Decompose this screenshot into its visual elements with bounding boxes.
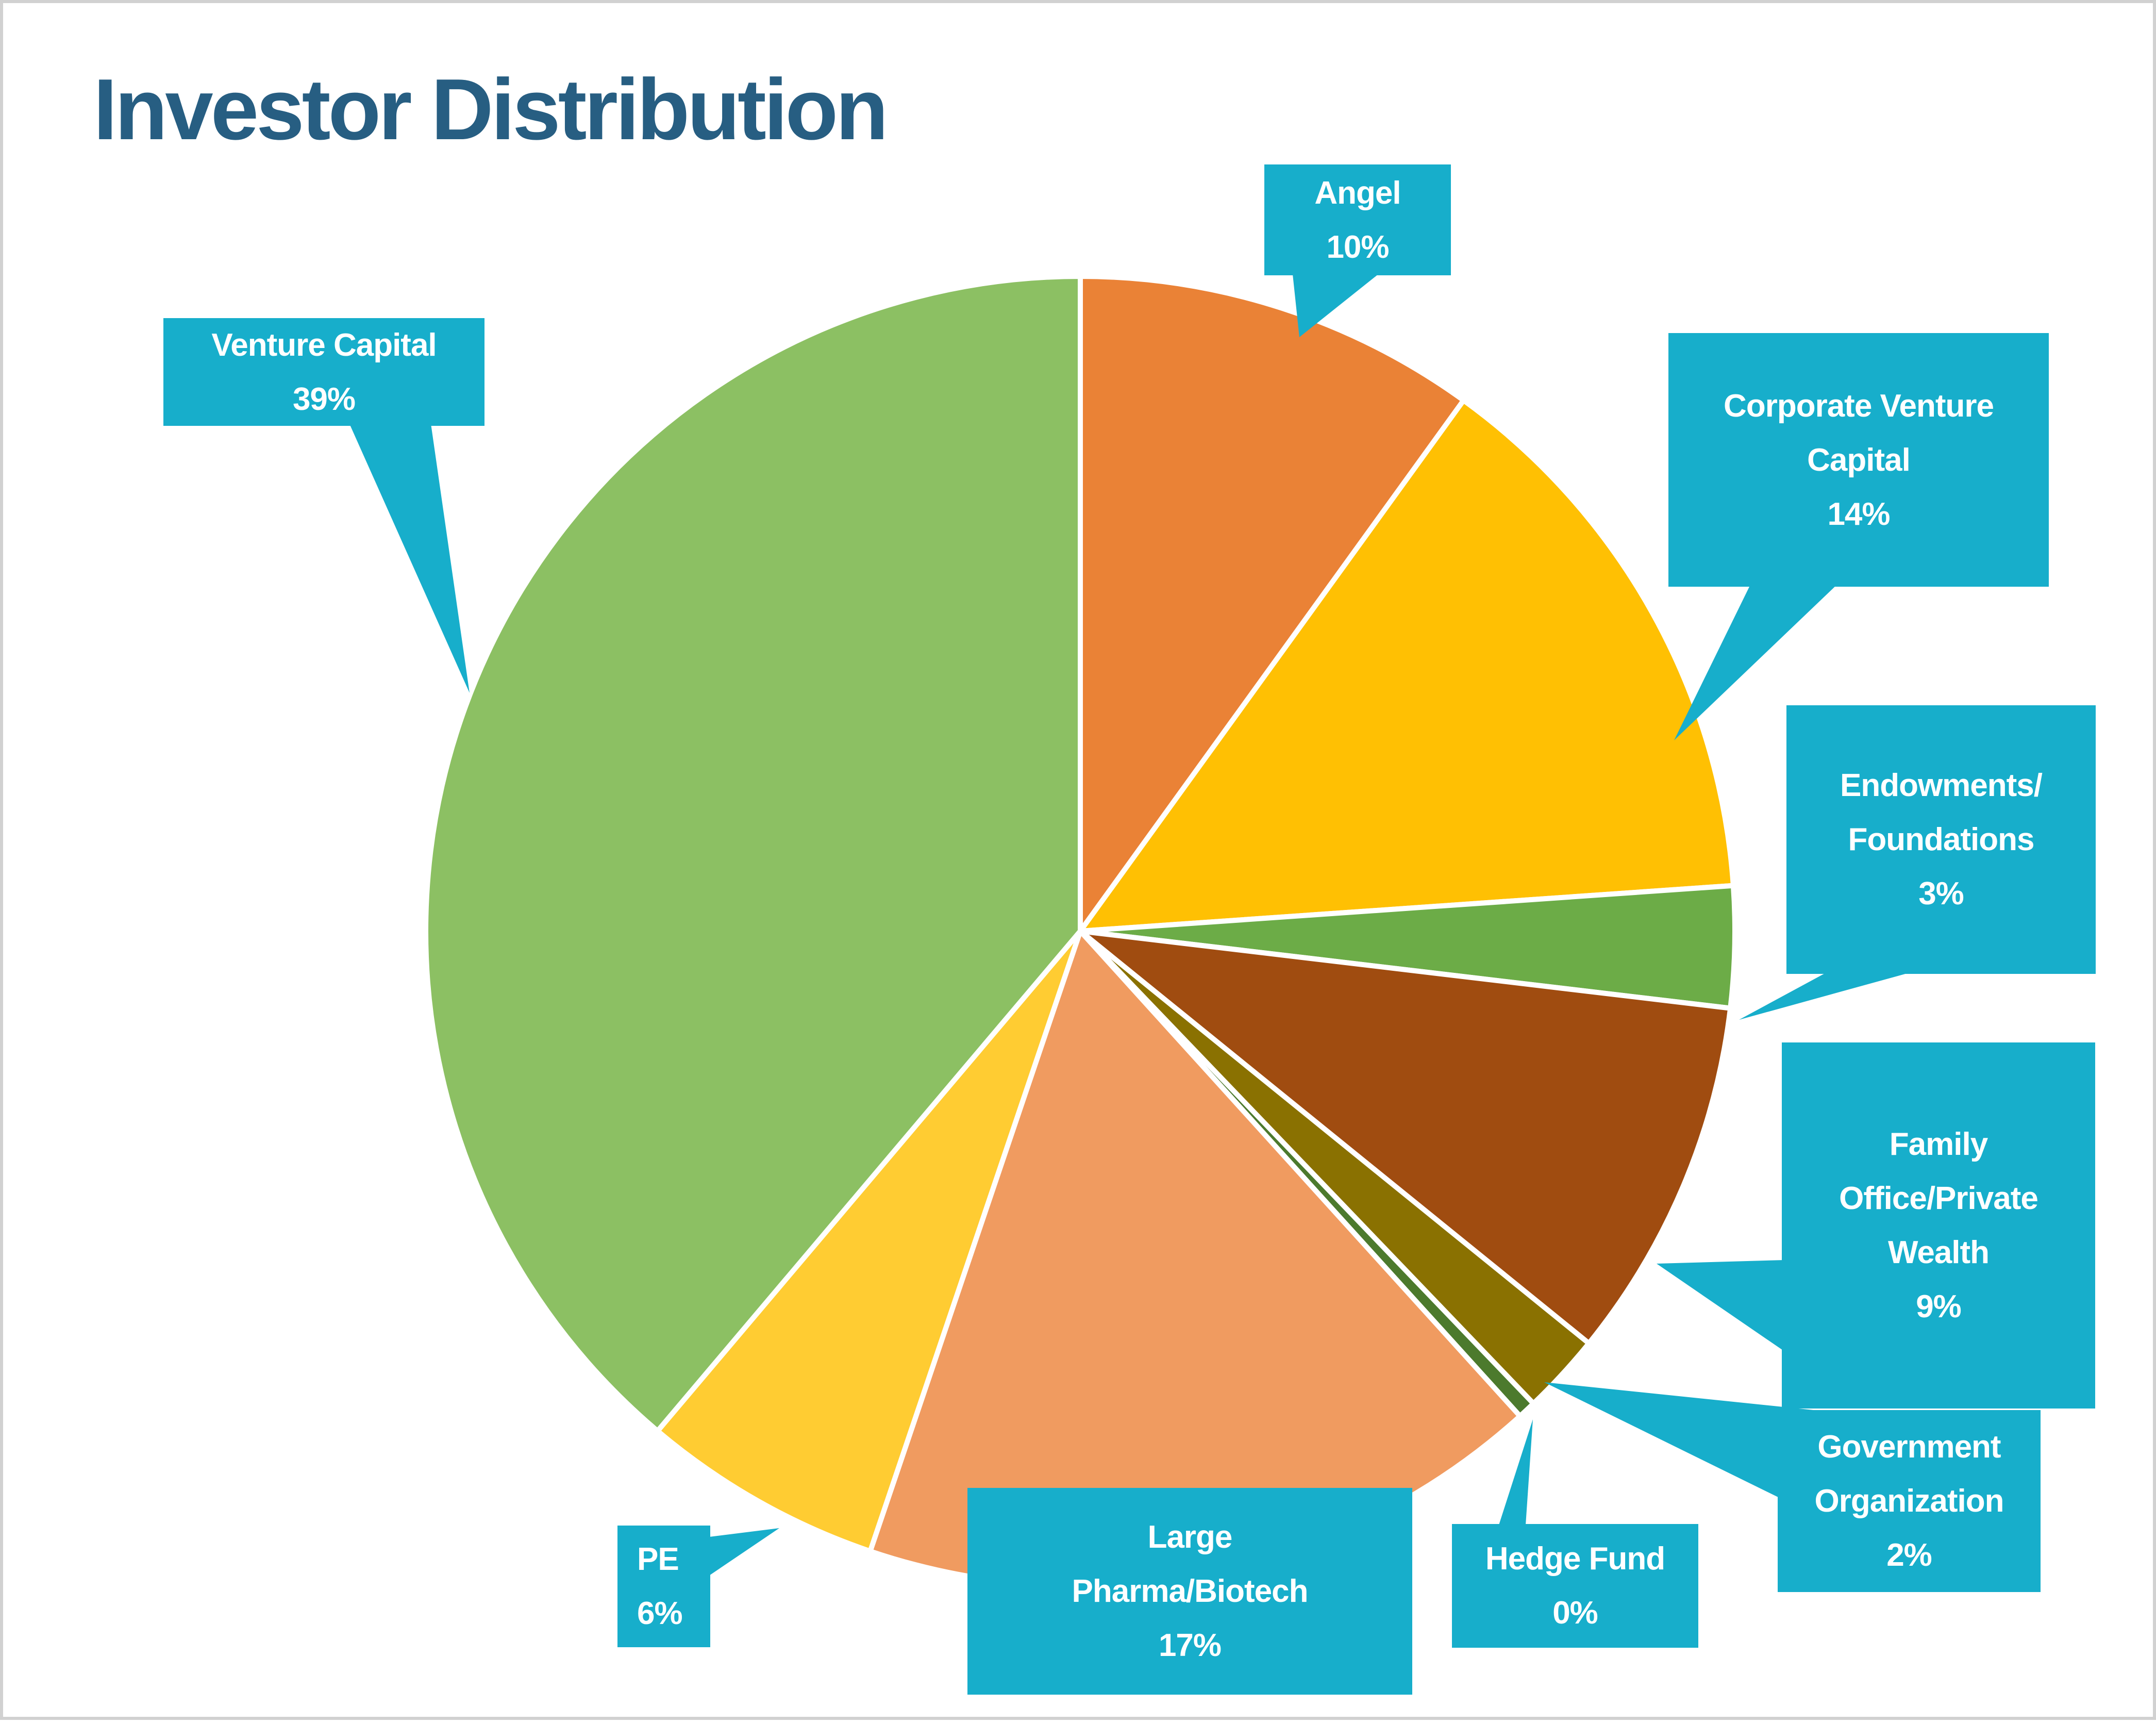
callout-pct-large-pharma-biotech: 17% [1158, 1628, 1222, 1663]
callout-label-line-corporate-venture-capital: Corporate Venture [1724, 388, 1994, 424]
callout-label-line-family-office-private-wealth: Family [1889, 1126, 1988, 1162]
callout-pe: PE 6% [617, 1526, 710, 1647]
callout-label-line-corporate-venture-capital: Capital [1807, 442, 1911, 478]
callout-government-organization: Government Organization 2% [1778, 1410, 2041, 1592]
callout-pct-corporate-venture-capital: 14% [1827, 496, 1890, 532]
callout-pct-hedge-fund: 0% [1552, 1595, 1598, 1631]
callout-family-office-private-wealth: Family Office/Private Wealth 9% [1782, 1042, 2095, 1409]
callout-label-line-large-pharma-biotech: Pharma/Biotech [1072, 1573, 1308, 1609]
callout-label-line-family-office-private-wealth: Office/Private [1839, 1181, 2038, 1216]
callout-label-line-large-pharma-biotech: Large [1147, 1519, 1233, 1555]
callout-pct-venture-capital: 39% [292, 381, 356, 417]
callout-tail-endowments-foundations [1739, 972, 1913, 1020]
callout-angel: Angel 10% [1264, 164, 1451, 275]
callout-pct-angel: 10% [1326, 229, 1389, 265]
callout-hedge-fund: Hedge Fund 0% [1452, 1524, 1698, 1648]
pie-chart [349, 274, 1913, 1589]
callout-label-line-endowments-foundations: Foundations [1848, 822, 2035, 857]
callout-endowments-foundations: Endowments/Foundations 3% [1786, 705, 2096, 974]
callout-large-pharma-biotech: Large Pharma/Biotech 17% [967, 1488, 1412, 1695]
callout-venture-capital: Venture Capital 39% [163, 318, 484, 426]
callout-label-line-pe: PE [637, 1542, 679, 1577]
callout-label-line-endowments-foundations: Endowments/ [1840, 768, 2043, 803]
chart-title: Investor Distribution [93, 61, 889, 158]
pie-slice-family-office-private-wealth [1078, 929, 1733, 1346]
pie-slice-pe [655, 929, 1083, 1554]
callout-label-line-venture-capital: Venture Capital [211, 327, 437, 363]
callout-label-line-angel: Angel [1314, 175, 1401, 211]
callout-label-line-hedge-fund: Hedge Fund [1485, 1541, 1665, 1577]
callout-label-line-government-organization: Government [1817, 1429, 2001, 1465]
callout-tail-venture-capital [349, 424, 470, 693]
callout-pct-endowments-foundations: 3% [1918, 876, 1964, 912]
callout-corporate-venture-capital: Corporate Venture Capital 14% [1668, 333, 2049, 587]
callout-tail-government-organization [1544, 1382, 1843, 1498]
callout-label-line-family-office-private-wealth: Wealth [1887, 1235, 1990, 1270]
pie-slice-corporate-venture-capital [1078, 397, 1736, 934]
callout-tail-corporate-venture-capital [1674, 585, 1837, 740]
pie-slice-venture-capital [423, 274, 1083, 1434]
callout-tail-pe [709, 1528, 779, 1576]
callout-pct-government-organization: 2% [1886, 1537, 1932, 1573]
callout-tail-family-office-private-wealth [1657, 1260, 1784, 1351]
callout-tail-angel [1293, 274, 1378, 337]
callout-pct-family-office-private-wealth: 9% [1916, 1289, 1962, 1324]
pie-slice-angel [1078, 274, 1466, 934]
callout-tail-hedge-fund [1499, 1419, 1533, 1525]
callout-pct-pe: 6% [637, 1596, 683, 1631]
callout-label-line-government-organization: Organization [1814, 1483, 2004, 1519]
